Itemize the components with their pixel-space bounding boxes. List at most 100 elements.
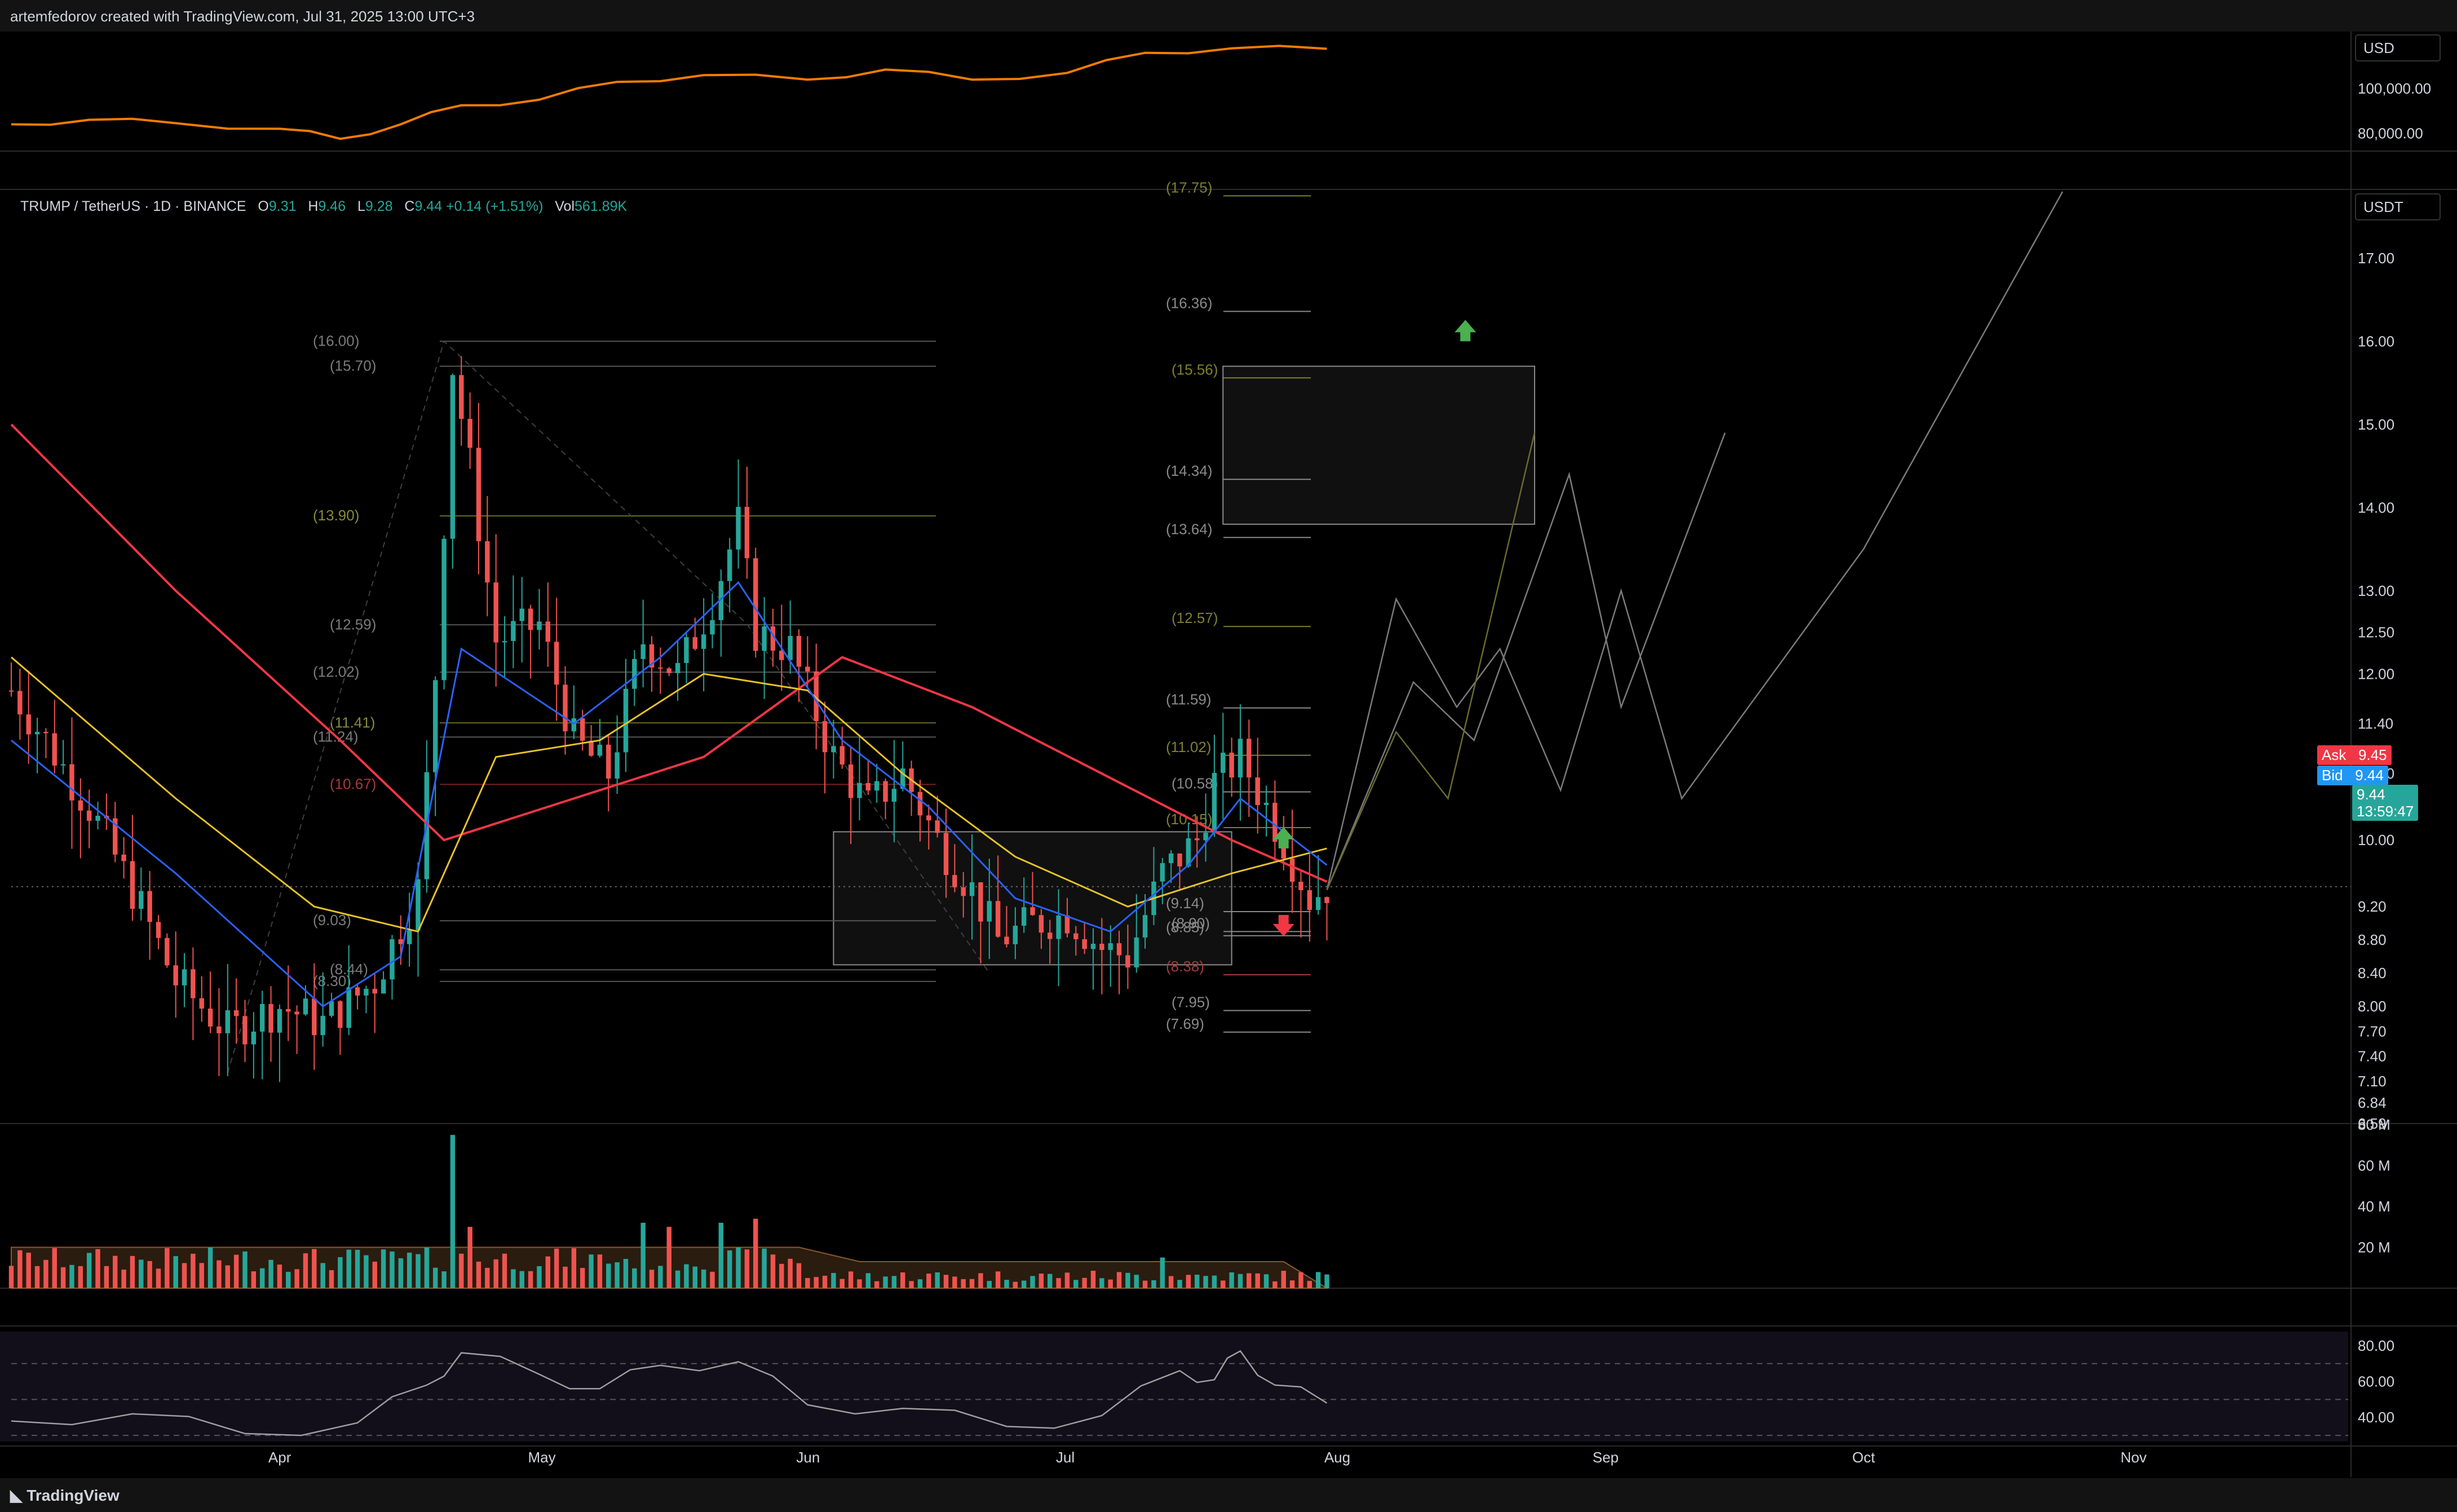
close-value: 9.44 <box>414 198 443 214</box>
candle-body <box>1255 777 1260 805</box>
candle-body <box>121 854 126 861</box>
price-axes[interactable]: USD USDT 100,000.00 80,000.00 17.00 16.00 15.0… <box>2355 34 2441 1426</box>
candle-body <box>1203 833 1208 841</box>
volume-bar <box>519 1271 524 1288</box>
volume-bar <box>381 1249 386 1288</box>
volume-bar <box>459 1253 464 1288</box>
projection-path-2 <box>1326 432 1536 891</box>
candle-body <box>390 939 395 980</box>
volume-bar <box>294 1269 299 1288</box>
rsi-panel <box>11 1350 2348 1436</box>
candle-body <box>762 626 767 651</box>
candle-body <box>1194 838 1200 841</box>
candle-body <box>926 815 931 821</box>
rsi-line <box>11 1350 1328 1436</box>
fib-label-left: (11.41) <box>330 714 375 731</box>
candle-body <box>1048 932 1053 939</box>
fib-label-right: (7.95) <box>1172 993 1210 1010</box>
volume-bar <box>1125 1272 1130 1288</box>
volume-bar <box>1238 1274 1243 1288</box>
candle-body <box>606 744 611 779</box>
volume-bar <box>701 1269 706 1288</box>
volume-bar <box>95 1249 100 1288</box>
candle-body <box>563 684 568 732</box>
candle-body <box>675 663 680 673</box>
volume-bar <box>580 1268 585 1288</box>
fib-label-left: (8.30) <box>313 972 351 989</box>
volume-bar <box>207 1247 213 1288</box>
candle-body <box>1247 739 1252 778</box>
candle-body <box>1221 753 1226 773</box>
volume-bar <box>329 1270 334 1288</box>
volume-bar <box>277 1265 282 1288</box>
fib-label-right: (13.64) <box>1166 520 1212 537</box>
volume-bar <box>537 1266 542 1288</box>
volume-bar <box>416 1254 421 1288</box>
currency-usd: USD <box>2363 39 2394 56</box>
candle-body <box>364 989 369 996</box>
btc-line <box>11 45 1327 140</box>
tradingview-logo[interactable]: ◣ TradingView <box>10 1487 120 1504</box>
candle-body <box>329 1001 334 1016</box>
volume-bar <box>259 1268 265 1288</box>
volume-bar <box>969 1279 975 1288</box>
candle-body <box>1142 915 1148 938</box>
candle-body <box>1082 939 1087 949</box>
candle-body <box>199 998 204 1009</box>
currency-usdt: USDT <box>2363 198 2403 215</box>
symbol-legend[interactable]: TRUMP / TetherUS · 1D · BINANCE O9.31 H9… <box>20 198 627 214</box>
currency-usdt-box <box>2355 193 2441 220</box>
time-axis[interactable]: Apr May Jun Jul Aug Sep Oct Nov <box>268 1449 2147 1466</box>
volume-bar <box>372 1261 377 1288</box>
volume-bar <box>1177 1280 1182 1288</box>
candle-body <box>1125 955 1130 968</box>
volume-bar <box>191 1253 196 1288</box>
candle-body <box>822 721 828 753</box>
candle-body <box>891 789 897 802</box>
candle-body <box>1168 853 1174 863</box>
candle-body <box>502 641 507 643</box>
price-tick-label: 13.00 <box>2358 582 2394 599</box>
candle-body <box>736 507 741 550</box>
candle-body <box>251 1031 257 1045</box>
candle-body <box>1021 907 1027 926</box>
projection-path-0 <box>1326 191 2063 890</box>
candle-body <box>1289 858 1295 882</box>
candle-body <box>623 688 629 753</box>
fib-label-right: (8.85) <box>1166 919 1204 936</box>
candle-body <box>34 732 40 735</box>
volume-bar <box>511 1269 516 1288</box>
candle-body <box>589 740 594 756</box>
candle-body <box>874 781 880 791</box>
volume-bar <box>104 1266 109 1288</box>
candle-body <box>467 418 472 448</box>
candle-body <box>294 1011 299 1015</box>
volume-bar <box>216 1260 222 1288</box>
candle-body <box>978 882 983 922</box>
volume-bar <box>450 1135 456 1288</box>
candle-body <box>597 744 603 756</box>
fib-label-right: (11.02) <box>1166 739 1211 755</box>
time-tick-label: Sep <box>1593 1449 1619 1466</box>
volume-bar <box>987 1281 992 1288</box>
volume-bar <box>762 1248 767 1288</box>
price-panel[interactable]: (16.00) (15.70) (13.90) (12.59) (12.02) (11.4… <box>8 179 2351 1082</box>
candle-body <box>1263 802 1269 805</box>
candle-body <box>372 989 377 994</box>
candle-body <box>1090 944 1096 949</box>
volume-bar <box>182 1263 187 1288</box>
candle-body <box>1116 943 1122 956</box>
candle-body <box>493 582 498 643</box>
volume-bar <box>233 1254 239 1288</box>
candle-body <box>303 998 308 1015</box>
candle-body <box>398 939 404 944</box>
ema-slow-line <box>10 423 1328 883</box>
volume-bar <box>242 1251 248 1288</box>
candle-body <box>69 764 74 801</box>
candle-body <box>355 987 360 996</box>
volume-bar <box>225 1265 231 1288</box>
candle-body <box>744 507 750 559</box>
candle-body <box>165 938 170 966</box>
volume-bar <box>502 1253 507 1288</box>
